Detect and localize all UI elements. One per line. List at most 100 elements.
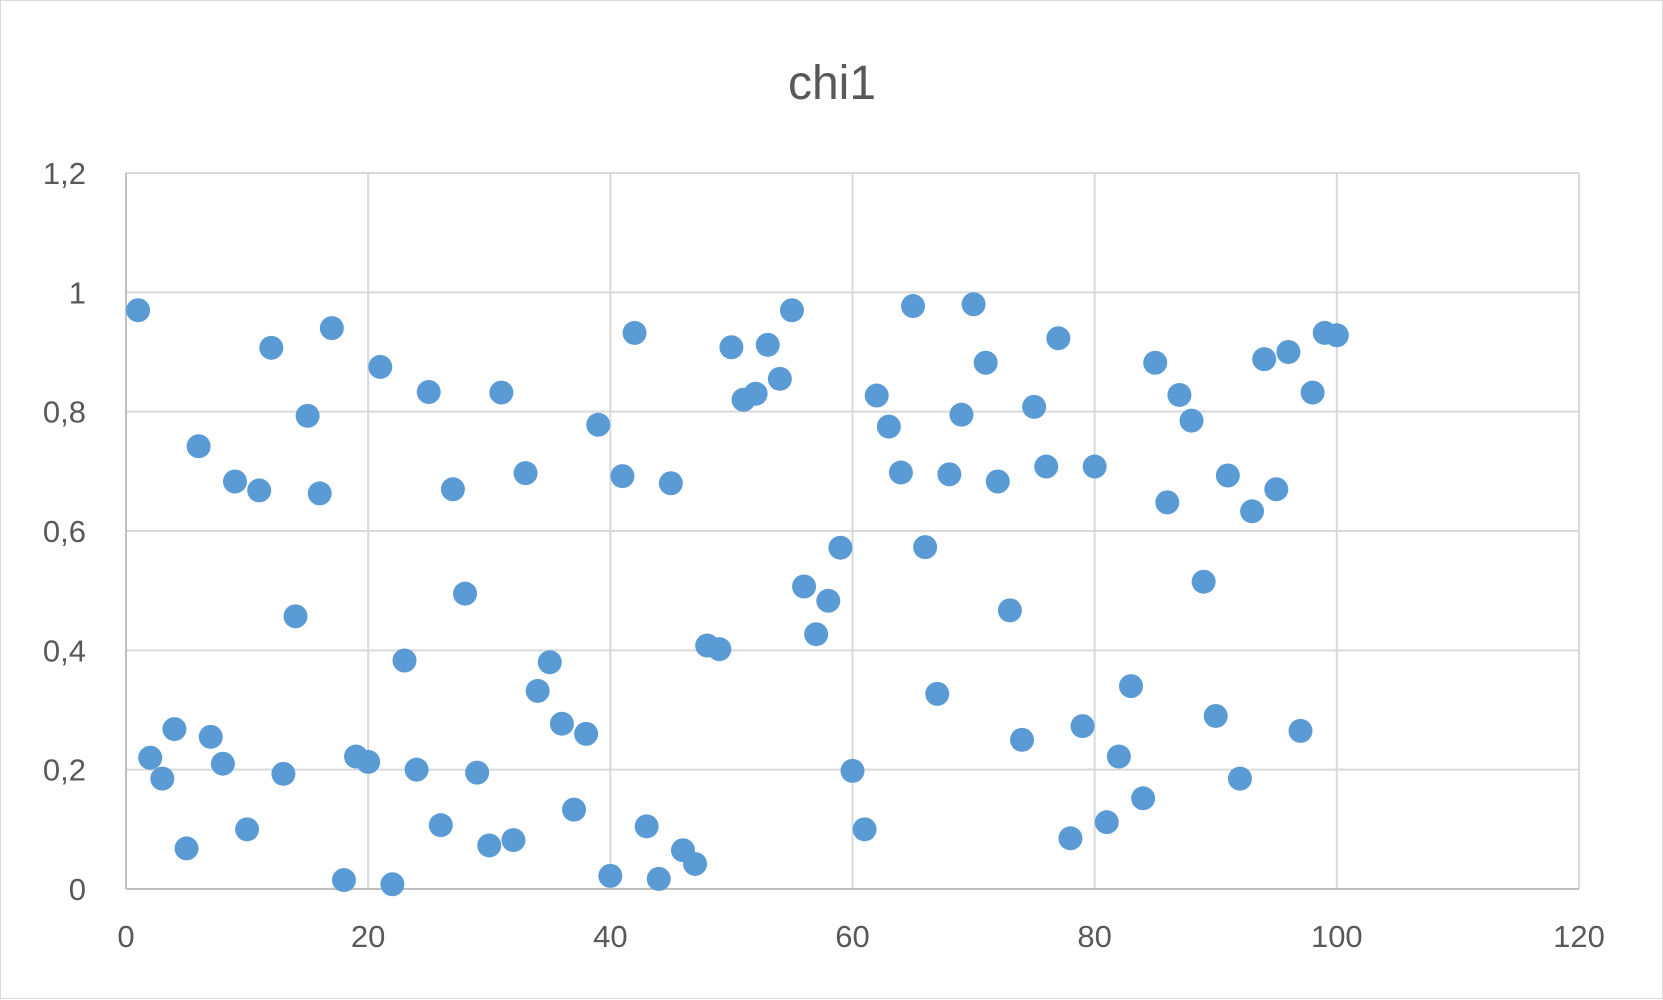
data-point (501, 828, 526, 853)
data-point (295, 403, 320, 428)
data-point (913, 535, 938, 560)
data-point (126, 298, 151, 323)
data-point (513, 461, 538, 486)
data-point (1082, 454, 1107, 479)
x-tick-label: 100 (1311, 919, 1363, 954)
data-points (126, 292, 1349, 897)
data-point (804, 622, 829, 647)
data-point (1094, 810, 1119, 835)
data-point (876, 414, 901, 439)
data-point (283, 604, 308, 629)
x-tick-label: 40 (593, 919, 627, 954)
data-point (331, 868, 356, 893)
data-point (658, 471, 683, 496)
data-point (562, 797, 587, 822)
data-point (961, 292, 986, 317)
data-point (792, 574, 817, 599)
data-point (1010, 727, 1035, 752)
data-point (779, 298, 804, 323)
data-point (840, 758, 865, 783)
data-point (150, 766, 175, 791)
data-point (210, 751, 235, 776)
data-point (610, 464, 635, 489)
data-point (307, 481, 332, 506)
data-point (937, 462, 962, 487)
data-point (380, 872, 405, 897)
x-tick-label: 20 (351, 919, 385, 954)
data-point (864, 383, 889, 408)
data-point (549, 711, 574, 736)
data-point (1240, 499, 1265, 524)
data-point (997, 598, 1022, 623)
data-point (1191, 569, 1216, 594)
y-tick-label: 0,2 (43, 753, 86, 788)
data-point (235, 817, 260, 842)
data-point (368, 354, 393, 379)
chart-title: chi1 (788, 57, 876, 110)
y-tick-label: 0 (69, 872, 86, 907)
data-point (828, 535, 853, 560)
data-point (271, 761, 296, 786)
data-point (247, 478, 272, 503)
data-point (767, 366, 792, 391)
data-point (1034, 454, 1059, 479)
data-point (1058, 826, 1083, 851)
data-point (1106, 744, 1131, 769)
x-tick-label: 80 (1077, 919, 1111, 954)
data-point (440, 477, 465, 502)
data-point (319, 316, 344, 341)
data-point (138, 745, 163, 770)
data-point (477, 833, 502, 858)
data-point (1276, 340, 1301, 364)
data-point (973, 350, 998, 375)
data-point (1203, 703, 1228, 728)
data-point (489, 380, 514, 405)
data-point (1215, 463, 1240, 488)
y-tick-label: 0,8 (43, 395, 86, 430)
data-point (1131, 786, 1156, 811)
data-point (525, 678, 550, 703)
gridlines (126, 172, 1580, 889)
data-point (634, 814, 659, 839)
data-point (719, 335, 744, 360)
y-tick-label: 0,6 (43, 514, 86, 549)
data-point (985, 469, 1010, 494)
y-tick-label: 1,2 (43, 156, 86, 191)
data-point (925, 681, 950, 706)
y-tick-label: 0,4 (43, 633, 86, 668)
data-point (392, 648, 417, 673)
x-tick-label: 0 (117, 919, 134, 954)
data-point (707, 637, 732, 662)
data-point (901, 294, 926, 319)
data-point (852, 817, 877, 842)
data-point (1288, 718, 1313, 743)
data-point (622, 320, 647, 345)
data-point (888, 460, 913, 485)
data-point (1252, 347, 1277, 372)
data-point (574, 721, 599, 746)
data-point (465, 760, 490, 785)
data-point (816, 588, 841, 613)
data-point (453, 581, 478, 606)
data-point (174, 836, 199, 861)
data-point (755, 332, 780, 357)
data-point (1022, 394, 1047, 419)
data-point (683, 851, 708, 876)
data-point (222, 469, 247, 494)
data-point (428, 813, 453, 838)
data-point (537, 650, 562, 675)
data-point (1167, 382, 1192, 407)
data-point (646, 866, 671, 891)
data-point (598, 863, 623, 888)
data-point (1179, 408, 1204, 433)
y-tick-label: 1 (69, 275, 86, 310)
data-point (186, 434, 211, 459)
data-point (1070, 714, 1095, 739)
x-tick-label: 120 (1553, 919, 1605, 954)
data-point (586, 412, 611, 437)
data-point (743, 381, 768, 406)
data-point (1300, 380, 1325, 405)
data-point (1264, 477, 1289, 502)
data-point (1143, 350, 1168, 375)
